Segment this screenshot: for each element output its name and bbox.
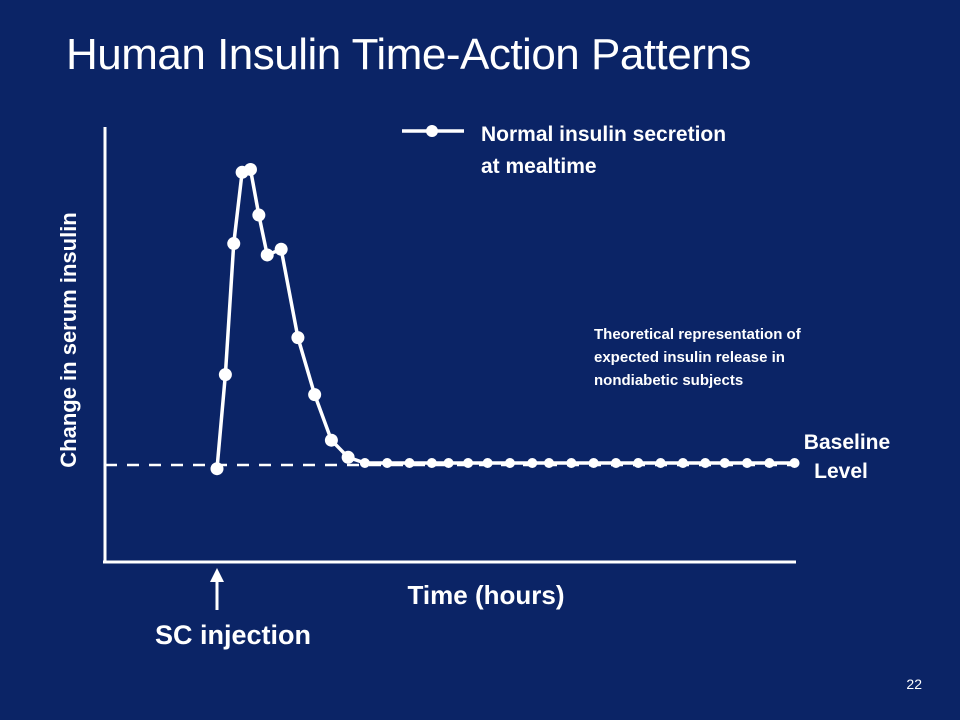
injection-marker: SC injection (155, 568, 311, 650)
series-normal-secretion (210, 162, 800, 476)
data-point (243, 162, 257, 176)
slide-title: Human Insulin Time-Action Patterns (66, 30, 751, 79)
note-line: expected insulin release in (594, 349, 785, 366)
chart-legend: Normal insulin secretion at mealtime (402, 123, 726, 178)
y-axis-label: Change in serum insulin (56, 212, 81, 467)
data-point (764, 458, 775, 468)
note-line: Theoretical representation of (594, 326, 802, 343)
data-point (742, 458, 753, 468)
data-point (210, 462, 224, 476)
baseline-label-line2: Level (814, 460, 868, 483)
injection-arrow-head-icon (210, 568, 224, 582)
data-point (544, 458, 555, 468)
data-point (566, 458, 577, 468)
injection-label: SC injection (155, 620, 311, 650)
data-point (382, 458, 393, 468)
data-point (291, 331, 305, 345)
data-point (504, 458, 515, 468)
data-point (789, 458, 800, 468)
data-point (463, 458, 474, 468)
data-point (443, 458, 454, 468)
data-point (227, 237, 241, 251)
data-point (610, 458, 621, 468)
data-point (359, 458, 370, 468)
data-point (324, 433, 338, 447)
data-point (308, 388, 322, 402)
data-point (404, 458, 415, 468)
data-point (341, 450, 355, 464)
slide-number: 22 (906, 676, 922, 692)
data-point (700, 458, 711, 468)
baseline-label-line1: Baseline (804, 431, 890, 454)
theoretical-note: Theoretical representation of expected i… (594, 326, 802, 389)
legend-label-line2: at mealtime (481, 155, 597, 178)
data-point (426, 458, 437, 468)
data-point (677, 458, 688, 468)
legend-label-line1: Normal insulin secretion (481, 123, 726, 146)
data-point (527, 458, 538, 468)
data-point (719, 458, 730, 468)
data-point (588, 458, 599, 468)
note-line: nondiabetic subjects (594, 372, 743, 389)
data-point (274, 242, 288, 256)
data-point (633, 458, 644, 468)
data-point (655, 458, 666, 468)
data-point (252, 208, 266, 222)
x-axis-label: Time (hours) (408, 580, 565, 610)
data-point (482, 458, 493, 468)
data-point (260, 248, 274, 262)
data-point (218, 368, 232, 382)
legend-dot-marker (426, 125, 438, 137)
series-line (215, 167, 795, 469)
